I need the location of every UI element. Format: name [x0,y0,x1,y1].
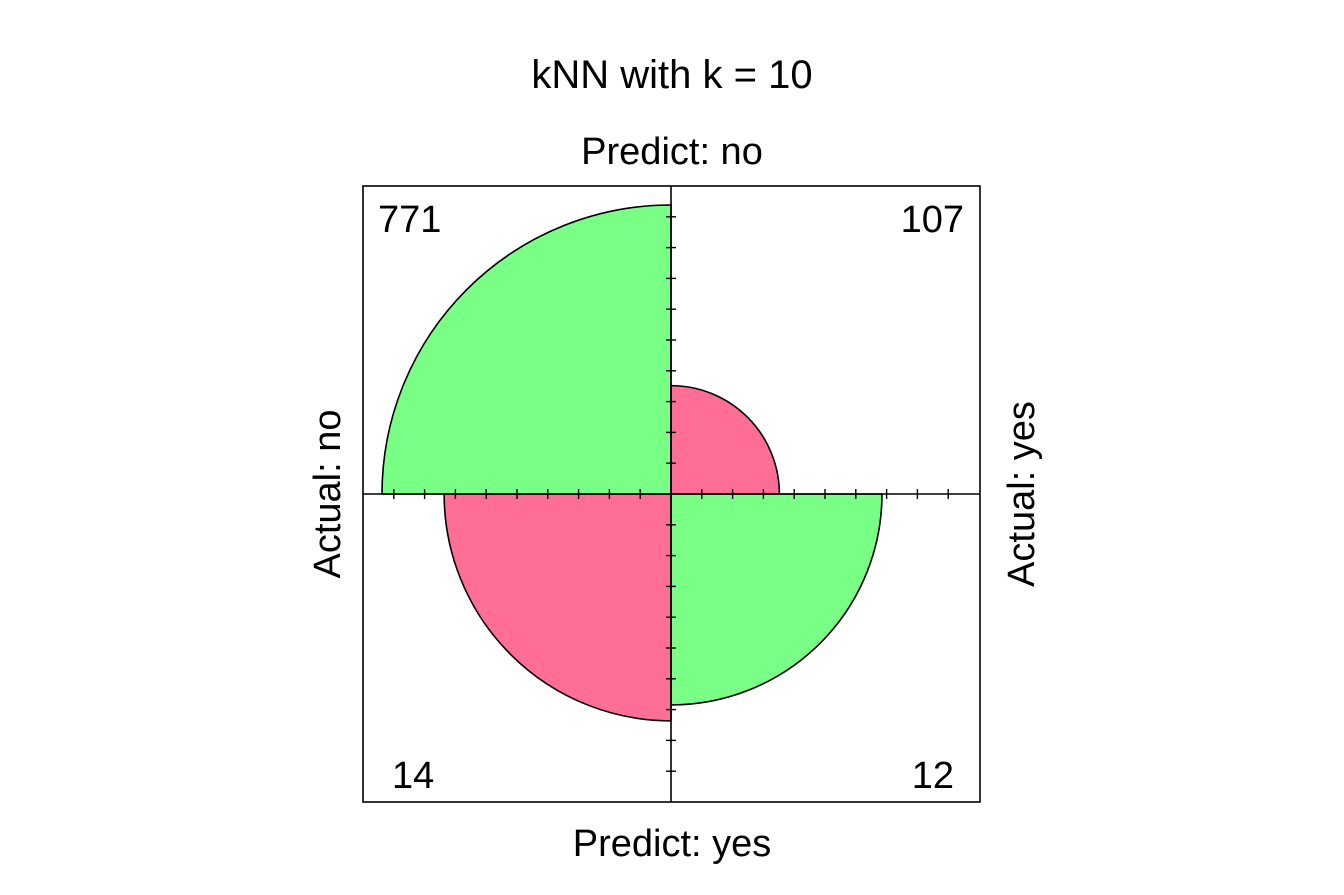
quadrant-actual-yes-predict-no [670,384,781,495]
quadrant-actual-no-predict-no [381,204,672,495]
chart-title: kNN with k = 10 [531,53,812,97]
count-actual-yes-predict-yes: 12 [912,755,954,797]
top-label: Predict: no [581,131,763,173]
count-actual-yes-predict-no: 107 [901,199,964,241]
quadrant-layer [381,204,883,722]
quadrant-actual-yes-predict-yes [670,493,883,706]
left-label: Actual: no [307,410,349,579]
quadrant-actual-no-predict-yes [443,493,672,722]
right-label: Actual: yes [1001,401,1043,587]
count-actual-no-predict-yes: 14 [392,755,434,797]
bottom-label: Predict: yes [573,823,772,865]
count-actual-no-predict-no: 771 [378,199,441,241]
axis-ticks [393,216,949,772]
